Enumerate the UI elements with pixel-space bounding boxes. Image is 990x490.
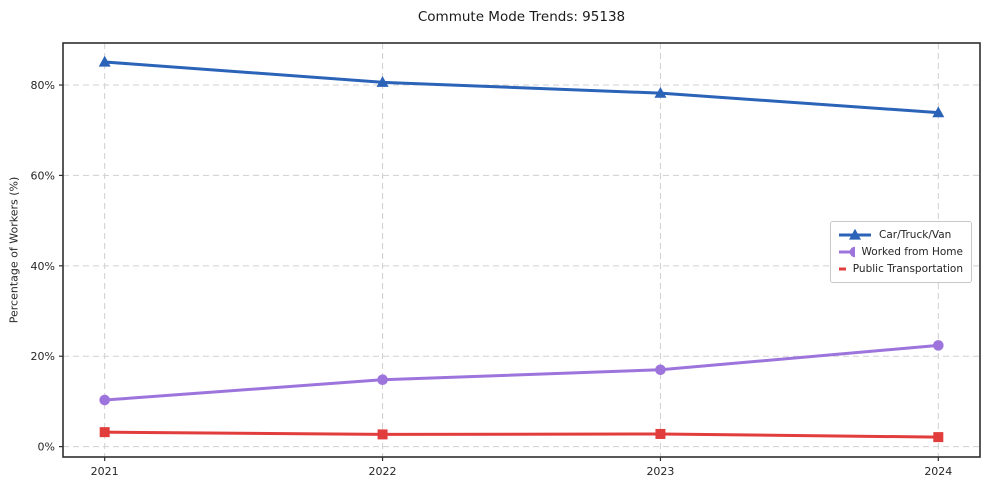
triangle-up-marker [98,55,111,67]
series-line-car-truck-van [104,60,939,115]
legend-label: Public Transportation [852,263,963,275]
legend-item: Car/Truck/Van [838,228,963,242]
x-tick-label: 2022 [369,465,397,478]
circle-marker [849,246,855,258]
legend-label: Car/Truck/Van [879,229,952,241]
triangle-up-marker [932,106,945,118]
y-tick-label: 60% [31,169,55,182]
legend-swatch [839,267,846,271]
legend-label: Worked from Home [861,246,963,258]
triangle-up-marker [376,76,389,87]
square-marker [655,428,666,439]
triangle-up-marker [654,86,667,98]
y-tick-label: 0% [38,441,55,454]
triangle-up-marker [849,228,861,240]
y-tick-label: 80% [31,79,55,92]
legend-swatch [839,246,855,258]
x-tick-label: 2021 [91,465,119,478]
legend-swatch [839,228,871,240]
y-tick-label: 40% [31,260,55,273]
legend-item: Public Transportation [838,262,963,276]
series-line-worked-from-home [104,343,939,402]
circle-marker [377,374,388,386]
chart-title: Commute Mode Trends: 95138 [417,9,626,25]
circle-marker [99,394,110,406]
square-marker [933,432,944,443]
series-line-public-transportation [104,430,939,439]
x-tick-label: 2024 [924,465,952,478]
square-marker [99,427,110,438]
x-tick-label: 2023 [646,465,674,478]
y-tick-label: 20% [31,350,55,363]
plot-spines [62,42,981,458]
legend-item: Worked from Home [838,245,963,259]
legend: Car/Truck/Van Worked from Home Public Tran… [830,221,972,283]
square-marker [377,429,388,440]
circle-marker [933,340,944,351]
circle-marker [655,364,666,376]
